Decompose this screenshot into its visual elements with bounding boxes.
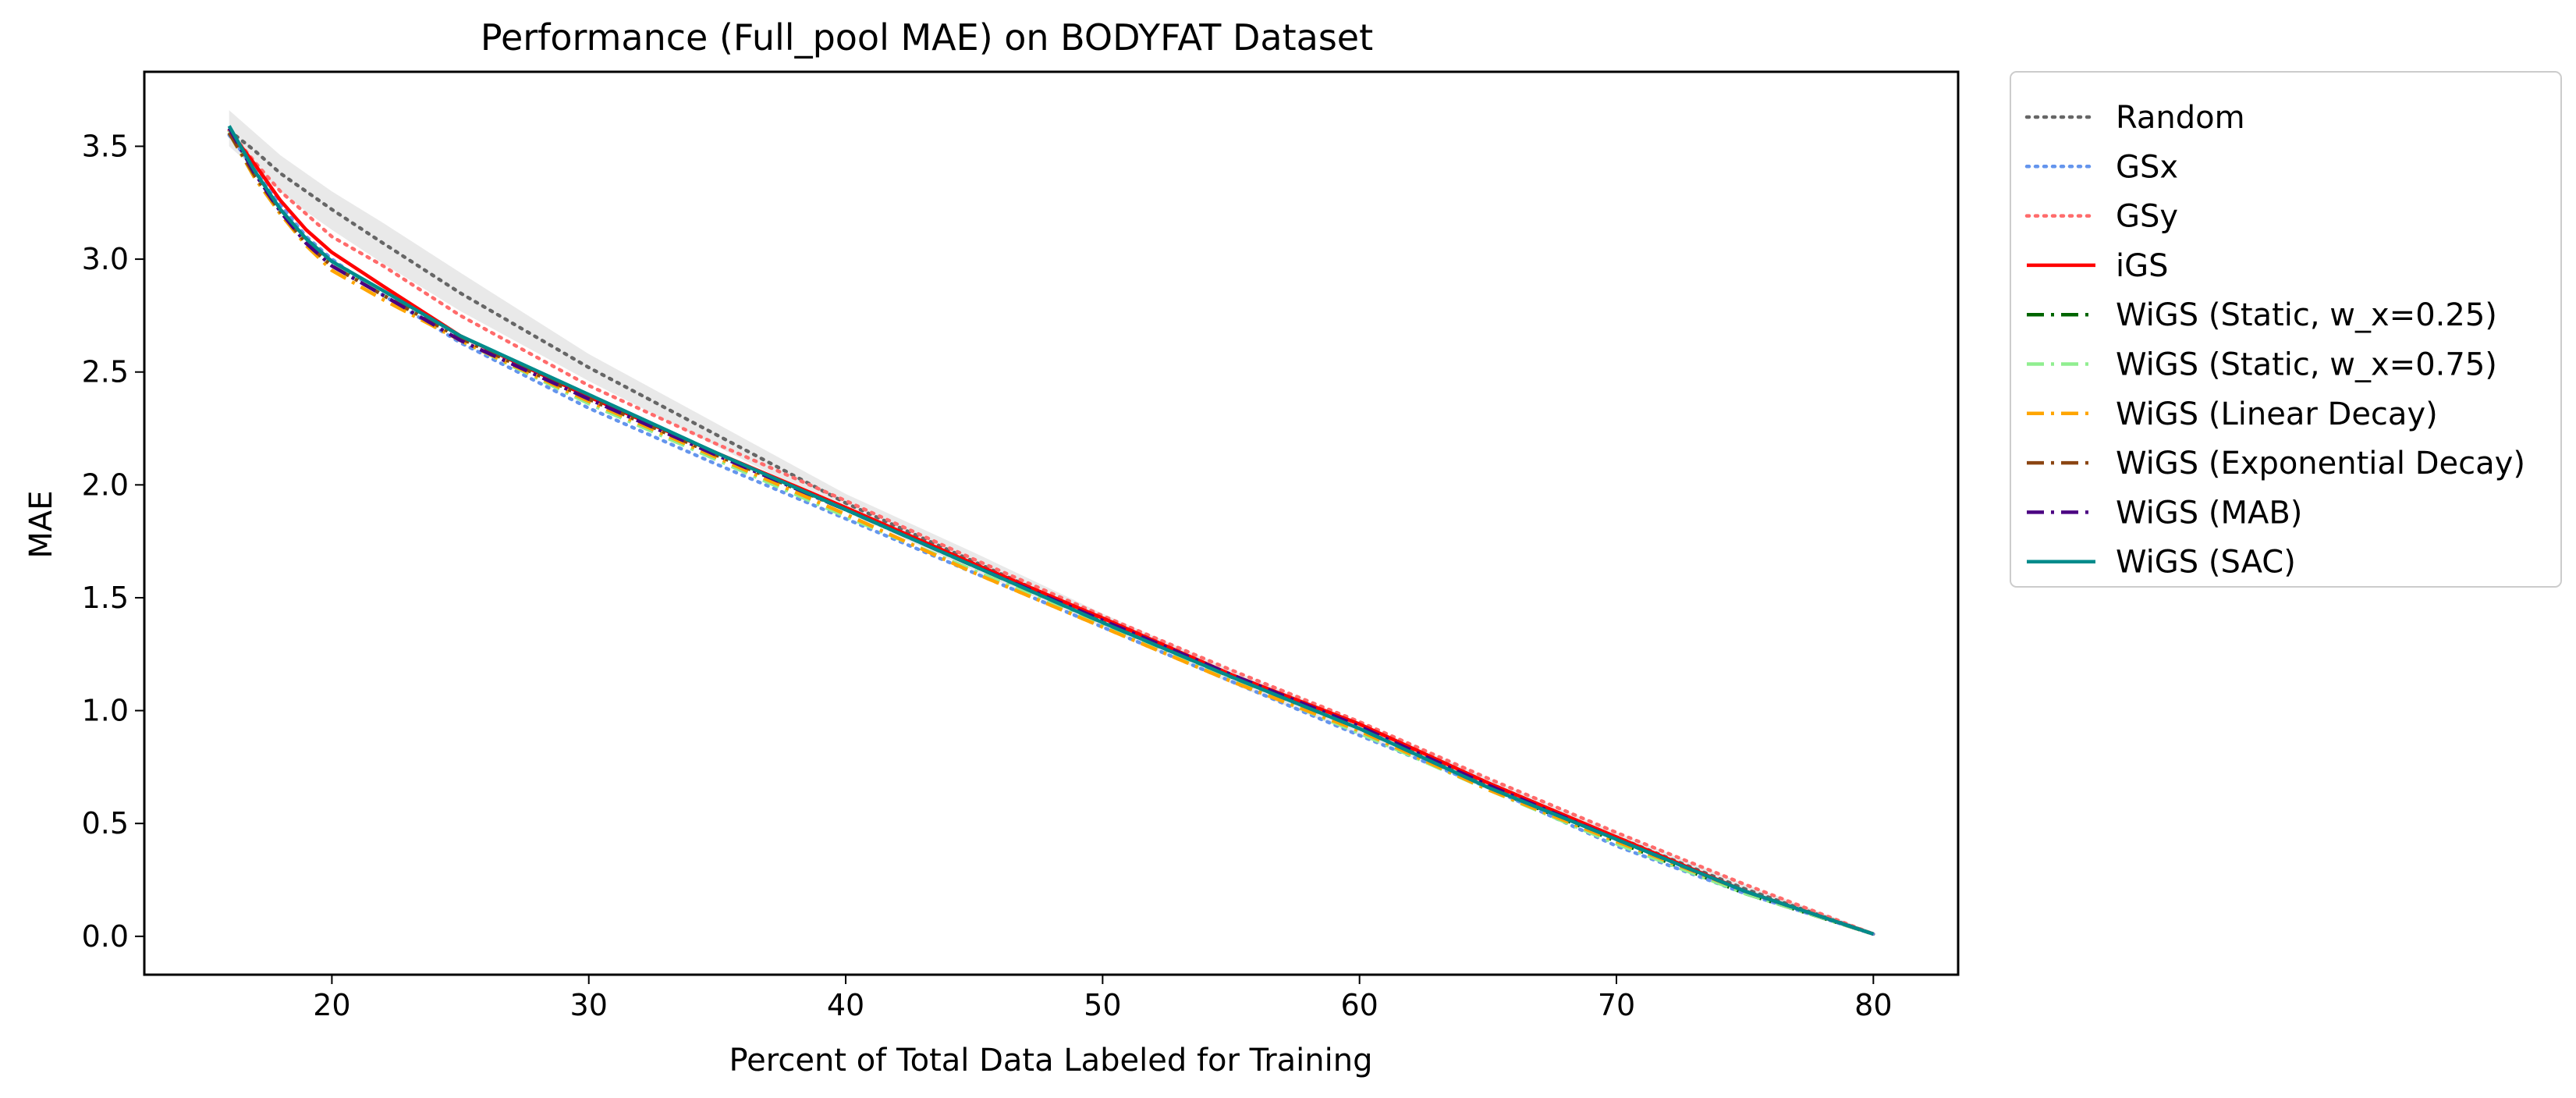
x-tick-label: 40 <box>827 988 864 1022</box>
series-line-wigs-static-w-x-0-25 <box>227 131 1874 936</box>
legend-label-igs: iGS <box>2116 248 2169 284</box>
y-tick-label: 1.0 <box>82 694 129 728</box>
legend-label-wigs-static-w-x-0-75: WiGS (Static, w_x=0.75) <box>2116 347 2497 383</box>
legend: Random GSx GSy iGS WiGS (Static, w_x=0.25) Wi… <box>2010 71 2562 588</box>
band-random <box>229 110 1874 934</box>
y-tick-label: 0.5 <box>82 806 129 840</box>
legend-label-wigs-linear-decay: WiGS (Linear Decay) <box>2116 396 2438 432</box>
x-tick-label: 20 <box>313 988 350 1022</box>
series-line-wigs-linear-decay <box>227 131 1875 936</box>
x-tick-label: 50 <box>1084 988 1121 1022</box>
legend-label-random: Random <box>2116 100 2245 136</box>
series-line-gsx <box>227 133 1875 936</box>
chart-title: Performance (Full_pool MAE) on BODYFAT D… <box>481 16 1373 59</box>
legend-label-wigs-sac: WiGS (SAC) <box>2116 545 2296 581</box>
y-tick-label: 2.5 <box>82 355 129 389</box>
series-line-random <box>227 128 1875 936</box>
y-tick-label: 3.5 <box>82 129 129 163</box>
y-axis-label: MAE <box>23 490 59 558</box>
y-tick-label: 1.5 <box>82 581 129 615</box>
y-tick-label: 3.0 <box>82 242 129 276</box>
legend-label-gsy: GSy <box>2116 199 2178 235</box>
x-axis-ticks: 20 30 40 50 60 70 80 <box>313 975 1893 1022</box>
series-line-wigs-sac <box>227 125 1875 936</box>
legend-label-wigs-mab: WiGS (MAB) <box>2116 495 2302 531</box>
series-line-igs <box>227 129 1875 936</box>
x-axis-label: Percent of Total Data Labeled for Traini… <box>729 1043 1372 1078</box>
x-tick-label: 70 <box>1598 988 1635 1022</box>
legend-box <box>2010 71 2562 588</box>
legend-label-wigs-static-w-x-0-25: WiGS (Static, w_x=0.25) <box>2116 297 2497 333</box>
series-line-wigs-mab <box>227 127 1875 936</box>
x-tick-label: 60 <box>1341 988 1378 1022</box>
x-tick-label: 30 <box>570 988 608 1022</box>
series-line-wigs-exponential-decay <box>227 131 1875 936</box>
legend-label-wigs-exponential-decay: WiGS (Exponential Decay) <box>2116 446 2525 481</box>
y-tick-label: 2.0 <box>82 467 129 502</box>
series-line-wigs-static-w-x-0-75 <box>227 130 1874 936</box>
plot-frame <box>143 70 1960 976</box>
y-tick-label: 0.0 <box>82 919 129 954</box>
series-line-gsy <box>227 128 1875 936</box>
series-lines <box>227 125 1875 936</box>
confidence-bands <box>229 110 1874 934</box>
x-tick-label: 80 <box>1854 988 1892 1022</box>
y-axis-ticks: 0.0 0.5 1.0 1.5 2.0 2.5 3.0 3.5 <box>82 129 144 954</box>
legend-label-gsx: GSx <box>2116 149 2178 185</box>
